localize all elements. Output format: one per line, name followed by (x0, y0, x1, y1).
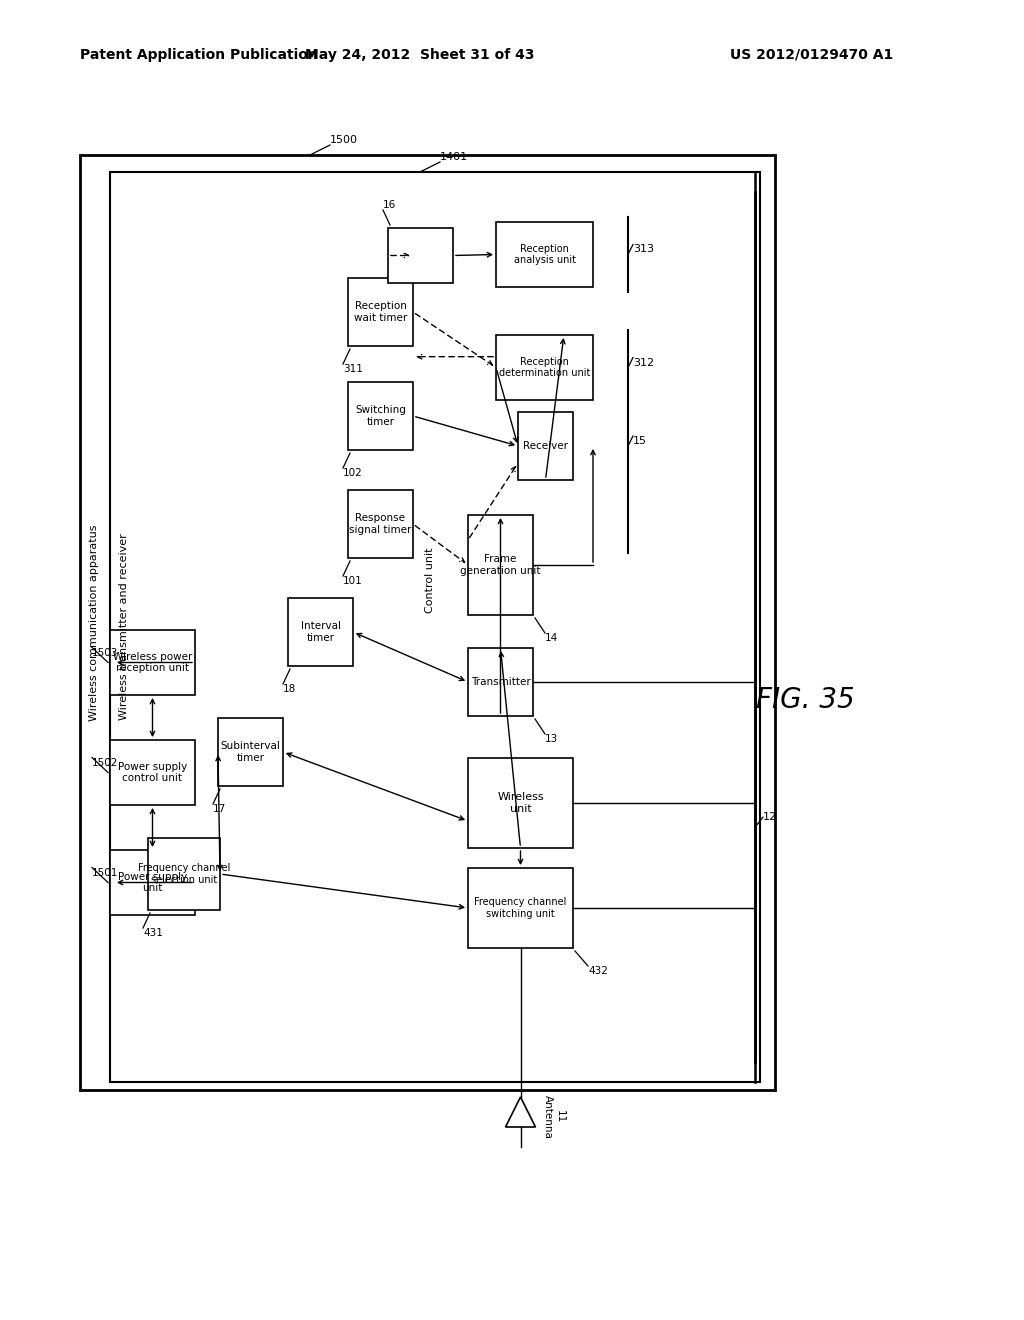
Bar (348, 490, 413, 558)
Text: 12: 12 (763, 812, 777, 822)
Text: 312: 312 (633, 358, 654, 367)
Bar (496, 335, 593, 400)
Text: Patent Application Publication: Patent Application Publication (80, 48, 317, 62)
Text: 13: 13 (545, 734, 558, 744)
Bar (148, 838, 220, 909)
Text: Reception
analysis unit: Reception analysis unit (513, 244, 575, 265)
Bar (496, 222, 593, 286)
Text: Frame
generation unit: Frame generation unit (460, 554, 541, 576)
Bar (288, 598, 353, 667)
Text: Response
signal timer: Response signal timer (349, 513, 412, 535)
Text: Power supply
unit: Power supply unit (118, 871, 187, 894)
Text: US 2012/0129470 A1: US 2012/0129470 A1 (730, 48, 893, 62)
Text: Frequency channel
switching unit: Frequency channel switching unit (474, 898, 566, 919)
Bar (518, 412, 573, 480)
Bar (388, 228, 453, 282)
Bar (468, 758, 573, 847)
Text: Subinterval
timer: Subinterval timer (220, 742, 281, 763)
Bar (468, 515, 534, 615)
Bar (80, 154, 775, 1090)
Bar (110, 850, 195, 915)
Text: 17: 17 (213, 804, 226, 814)
Text: 18: 18 (283, 684, 296, 694)
Text: Wireless power
reception unit: Wireless power reception unit (113, 652, 193, 673)
Bar (348, 381, 413, 450)
Text: Frequency channel
selection unit: Frequency channel selection unit (138, 863, 230, 884)
Text: 431: 431 (143, 928, 163, 939)
Bar (348, 279, 413, 346)
Text: 101: 101 (343, 576, 362, 586)
Text: Interval
timer: Interval timer (300, 622, 341, 643)
Bar (110, 172, 760, 1082)
Text: FIG. 35: FIG. 35 (756, 686, 854, 714)
Text: 1503: 1503 (92, 648, 119, 657)
Text: Receiver: Receiver (523, 441, 568, 451)
Text: 432: 432 (588, 966, 608, 975)
Text: Power supply
control unit: Power supply control unit (118, 762, 187, 783)
Text: 15: 15 (633, 436, 647, 446)
Text: Antenna: Antenna (543, 1096, 553, 1139)
Text: 14: 14 (545, 634, 558, 643)
Text: Switching
timer: Switching timer (355, 405, 406, 426)
Bar (110, 741, 195, 805)
Text: Control unit: Control unit (425, 548, 435, 612)
Text: 1501: 1501 (92, 867, 119, 878)
Text: Transmitter: Transmitter (471, 677, 530, 686)
Bar (468, 648, 534, 715)
Text: 1500: 1500 (330, 135, 358, 145)
Text: Reception
wait timer: Reception wait timer (354, 301, 408, 323)
Text: Wireless
unit: Wireless unit (498, 792, 544, 814)
Text: 1401: 1401 (440, 152, 468, 162)
Text: 102: 102 (343, 469, 362, 478)
Bar (468, 869, 573, 948)
Bar (110, 630, 195, 696)
Text: 11: 11 (555, 1110, 564, 1123)
Text: Wireless transmitter and receiver: Wireless transmitter and receiver (119, 533, 129, 721)
Text: Reception
determination unit: Reception determination unit (499, 356, 590, 379)
Text: 16: 16 (383, 201, 396, 210)
Bar (218, 718, 283, 785)
Text: 311: 311 (343, 364, 362, 374)
Text: 313: 313 (633, 244, 654, 255)
Text: May 24, 2012  Sheet 31 of 43: May 24, 2012 Sheet 31 of 43 (305, 48, 535, 62)
Text: 1502: 1502 (92, 758, 119, 767)
Text: Wireless communication apparatus: Wireless communication apparatus (89, 524, 99, 721)
